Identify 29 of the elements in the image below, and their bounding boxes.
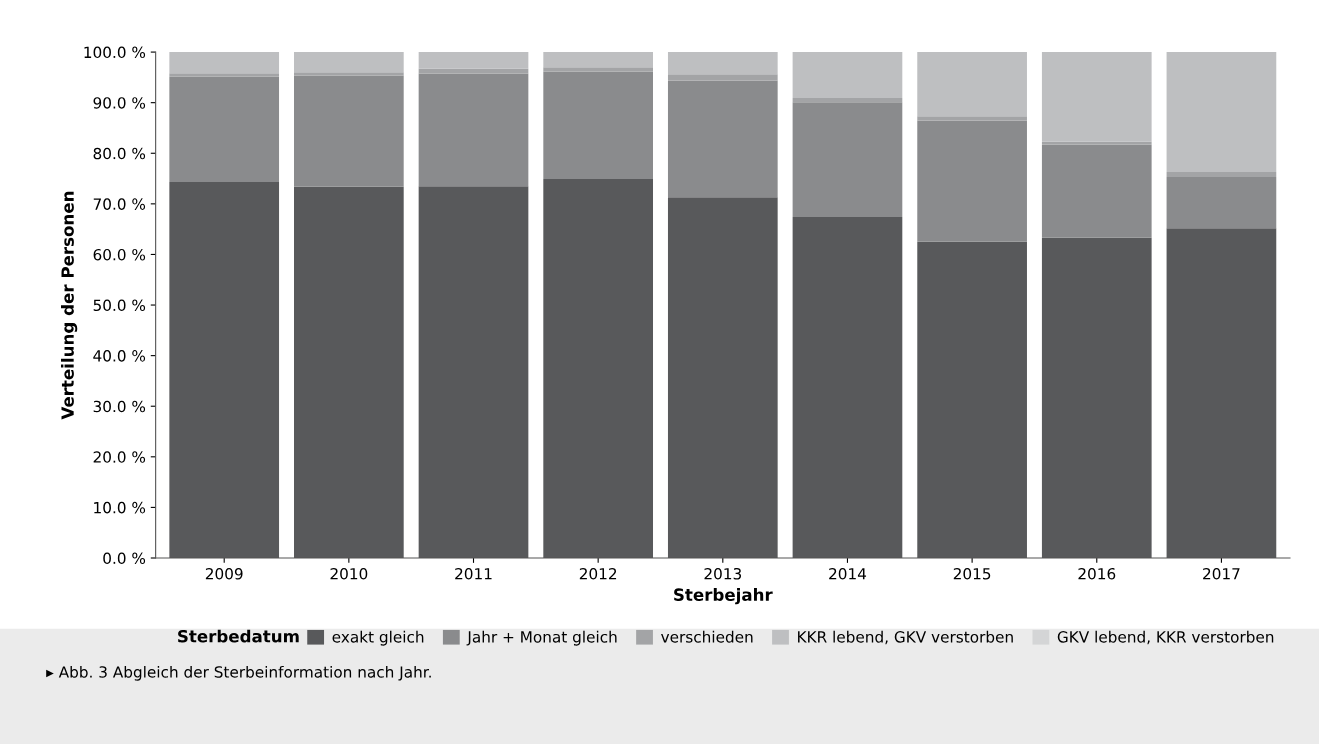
y-axis-title: Verteilung der Personen: [60, 191, 78, 420]
y-tick-label: 60.0 %: [93, 248, 146, 261]
legend-label: verschieden: [661, 630, 753, 643]
y-tick-label: 0.0 %: [103, 552, 146, 565]
x-tick-label: 2014: [829, 567, 867, 580]
y-tick-label: 50.0 %: [93, 299, 146, 312]
x-tick-label: 2010: [330, 567, 368, 580]
x-tick-label: 2013: [704, 567, 742, 580]
x-tick-label: 2012: [579, 567, 617, 580]
x-tick-label: 2011: [455, 567, 492, 580]
x-tick-label: 2009: [205, 567, 243, 580]
y-tick-label: 10.0 %: [94, 501, 146, 514]
y-tick-label: 30.0 %: [93, 400, 146, 413]
y-tick-label: 40.0 %: [93, 350, 146, 362]
y-tick-label: 80.0 %: [93, 147, 146, 160]
legend-label: exakt gleich: [332, 630, 424, 646]
y-tick-label: 70.0 %: [93, 198, 146, 210]
x-tick-label: 2017: [1203, 567, 1240, 580]
x-axis-title: Sterbejahr: [674, 588, 773, 605]
x-tick-label: 2015: [953, 567, 991, 580]
y-tick-label: 100.0 %: [84, 46, 146, 59]
legend-label: GKV lebend, KKR verstorben: [1057, 630, 1274, 645]
text: ▸ Abb. 3 Abgleich der Sterbeinformation nach Jahr.: [46, 665, 431, 681]
y-tick-label: 20.0 %: [93, 451, 146, 463]
legend-title: Sterbedatum: [178, 629, 299, 643]
legend-label: Jahr + Monat gleich: [466, 630, 617, 646]
x-tick-label: 2016: [1078, 567, 1116, 580]
legend-label: KKR lebend, GKV verstorben: [798, 630, 1013, 645]
y-tick-label: 90.0 %: [93, 97, 146, 109]
